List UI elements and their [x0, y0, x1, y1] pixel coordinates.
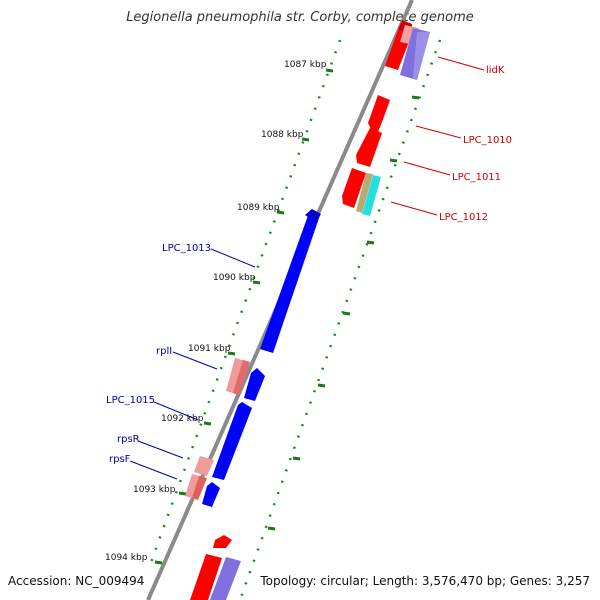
reverse-cds: [260, 210, 320, 353]
label-leaders: [129, 56, 485, 480]
scale-tick-labels: 1087 kbp 1088 kbp 1089 kbp 1090 kbp 1091…: [105, 60, 327, 563]
scale-tick-label: 1087 kbp: [284, 60, 327, 70]
outer-tick-dashes: [267, 95, 420, 531]
accession-text: Accession: NC_009494: [8, 574, 145, 588]
forward-cds: [342, 168, 366, 208]
reverse-cds-head: [305, 209, 321, 222]
inner-tick-dashes: [154, 68, 334, 565]
scale-tick-label: 1090 kbp: [213, 273, 256, 283]
scale-tick-label: 1088 kbp: [261, 130, 304, 140]
gene-label-rpsf[interactable]: rpsF: [109, 454, 131, 465]
reverse-cds: [202, 482, 220, 507]
forward-gene-labels: lidK LPC_1010 LPC_1011 LPC_1012: [439, 65, 512, 223]
forward-cds: [213, 535, 232, 548]
gene-label-lidk[interactable]: lidK: [486, 65, 505, 76]
reverse-gene-shade: [233, 360, 250, 395]
gene-label-rpli[interactable]: rplI: [156, 346, 172, 357]
gene-label-lpc-1012[interactable]: LPC_1012: [439, 212, 488, 223]
forward-features: [190, 20, 430, 600]
tan-feature: [356, 173, 373, 213]
scale-tick-label: 1093 kbp: [133, 485, 176, 495]
genome-stats-text: Topology: circular; Length: 3,576,470 bp…: [260, 574, 590, 588]
reverse-gene: [194, 456, 214, 476]
forward-cds: [190, 554, 222, 600]
reverse-gene-shade: [192, 476, 207, 500]
scale-tick-label: 1092 kbp: [161, 414, 204, 424]
cyan-feature: [362, 175, 381, 216]
gene-label-lpc-1015[interactable]: LPC_1015: [106, 395, 155, 406]
forward-cds: [368, 95, 390, 132]
reverse-cds: [244, 368, 265, 401]
gene-label-lpc-1011[interactable]: LPC_1011: [452, 172, 501, 183]
scale-tick-label: 1094 kbp: [105, 553, 148, 563]
misc-feature: [210, 557, 241, 600]
forward-cds: [356, 128, 382, 167]
scale-tick-label: 1089 kbp: [237, 203, 280, 213]
scale-tick-label: 1091 kbp: [188, 344, 231, 354]
reverse-gene-labels: LPC_1013 rplI LPC_1015 rpsR rpsF: [106, 243, 211, 465]
reverse-cds: [212, 402, 252, 480]
gene-label-lpc-1010[interactable]: LPC_1010: [463, 135, 512, 146]
reverse-features: [185, 209, 321, 507]
gene-label-lpc-1013[interactable]: LPC_1013: [162, 243, 211, 254]
gene-label-rpsr[interactable]: rpsR: [117, 434, 140, 445]
map-title: Legionella pneumophila str. Corby, compl…: [126, 10, 474, 25]
inner-dotted-ring: [148, 39, 342, 566]
misc-feature-shade: [413, 32, 430, 80]
